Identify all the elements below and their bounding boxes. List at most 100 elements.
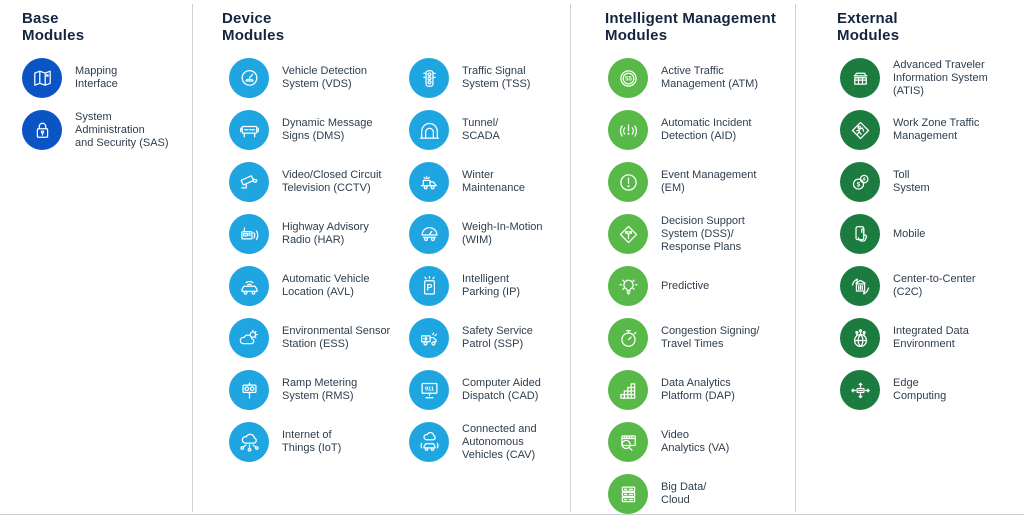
decision-diamond-icon: [608, 214, 648, 254]
module-label: Work Zone Traffic Management: [893, 117, 980, 142]
heading-base-modules: Base Modules: [22, 10, 85, 44]
module-label: Active Traffic Management (ATM): [661, 65, 758, 90]
message-sign-icon: [229, 110, 269, 150]
module-integrated-data-environment: Integrated Data Environment: [840, 312, 1018, 364]
module-label: Center-to-Center (C2C): [893, 273, 976, 298]
module-predictive: Predictive: [608, 260, 792, 312]
module-dms: Dynamic Message Signs (DMS): [229, 104, 405, 156]
module-tss: Traffic Signal System (TSS): [409, 52, 567, 104]
module-cctv: Video/Closed Circuit Television (CCTV): [229, 156, 405, 208]
module-system-administration-security: System Administration and Security (SAS): [22, 104, 188, 156]
module-label: Video Analytics (VA): [661, 429, 730, 454]
module-edge-computing: Edge Computing: [840, 364, 1018, 416]
weigh-scale-icon: [409, 214, 449, 254]
vehicle-detection-gauge-icon: [229, 58, 269, 98]
dispatch-monitor-icon: 911: [409, 370, 449, 410]
module-label: Event Management (EM): [661, 169, 757, 194]
snow-plow-truck-icon: [409, 162, 449, 202]
module-label: Highway Advisory Radio (HAR): [282, 221, 369, 246]
module-aid: Automatic Incident Detection (AID): [608, 104, 792, 156]
svg-text:911: 911: [424, 386, 434, 392]
module-toll-system: ¢ $ Toll System: [840, 156, 1018, 208]
tunnel-icon: [409, 110, 449, 150]
module-label: Dynamic Message Signs (DMS): [282, 117, 373, 142]
module-intelligent-parking: P Intelligent Parking (IP): [409, 260, 567, 312]
module-label: Toll System: [893, 169, 930, 194]
module-label: Internet of Things (IoT): [282, 429, 342, 454]
device-modules-list-1: Vehicle Detection System (VDS) Dynamic M…: [229, 52, 405, 468]
svg-text:P: P: [426, 282, 432, 292]
module-label: System Administration and Security (SAS): [75, 110, 169, 149]
server-stack-icon: [608, 474, 648, 514]
parking-sign-icon: P: [409, 266, 449, 306]
module-label: Decision Support System (DSS)/ Response …: [661, 214, 745, 253]
svg-text:55: 55: [625, 76, 632, 82]
cloud-network-icon: [229, 422, 269, 462]
module-label: Connected and Autonomous Vehicles (CAV): [462, 422, 537, 461]
device-modules-list-2: Traffic Signal System (TSS) Tunnel/ SCAD…: [409, 52, 567, 468]
module-label: Video/Closed Circuit Television (CCTV): [282, 169, 382, 194]
module-ess: Environmental Sensor Station (ESS): [229, 312, 405, 364]
chip-arrows-icon: [840, 370, 880, 410]
ramp-meter-signal-icon: [229, 370, 269, 410]
module-label: Advanced Traveler Information System (AT…: [893, 58, 988, 97]
module-iot: Internet of Things (IoT): [229, 416, 405, 468]
worker-diamond-sign-icon: [840, 110, 880, 150]
cctv-camera-icon: [229, 162, 269, 202]
patrol-truck-icon: [409, 318, 449, 358]
lightbulb-icon: [608, 266, 648, 306]
car-over-sign-icon: [840, 58, 880, 98]
module-video-analytics: Video Analytics (VA): [608, 416, 792, 468]
module-label: Winter Maintenance: [462, 169, 525, 194]
column-divider: [192, 4, 193, 512]
module-label: Automatic Vehicle Location (AVL): [282, 273, 370, 298]
stopwatch-icon: [608, 318, 648, 358]
incident-alert-waves-icon: [608, 110, 648, 150]
building-sync-arrows-icon: [840, 266, 880, 306]
module-winter-maintenance: Winter Maintenance: [409, 156, 567, 208]
svg-text:$: $: [856, 181, 860, 188]
module-atm: 55 Active Traffic Management (ATM): [608, 52, 792, 104]
radio-icon: [229, 214, 269, 254]
module-vds: Vehicle Detection System (VDS): [229, 52, 405, 104]
intelligent-management-modules-list: 55 Active Traffic Management (ATM) Autom…: [608, 52, 792, 520]
heading-intelligent-management-modules: Intelligent Management Modules: [605, 10, 777, 44]
speed-limit-sign-icon: 55: [608, 58, 648, 98]
module-label: Intelligent Parking (IP): [462, 273, 521, 298]
module-rms: Ramp Metering System (RMS): [229, 364, 405, 416]
lock-icon: [22, 110, 62, 150]
external-modules-list: Advanced Traveler Information System (AT…: [840, 52, 1018, 416]
module-har: Highway Advisory Radio (HAR): [229, 208, 405, 260]
module-cav: Connected and Autonomous Vehicles (CAV): [409, 416, 567, 468]
module-label: Integrated Data Environment: [893, 325, 969, 350]
coins-icon: ¢ $: [840, 162, 880, 202]
globe-network-icon: [840, 318, 880, 358]
module-dss: Decision Support System (DSS)/ Response …: [608, 208, 792, 260]
module-label: Predictive: [661, 279, 710, 292]
module-mobile: Mobile: [840, 208, 1018, 260]
heading-device-modules: Device Modules: [222, 10, 285, 44]
module-label: Mobile: [893, 227, 926, 240]
module-work-zone: Work Zone Traffic Management: [840, 104, 1018, 156]
connected-car-cloud-icon: [409, 422, 449, 462]
module-congestion-signing: Congestion Signing/ Travel Times: [608, 312, 792, 364]
film-magnifier-icon: [608, 422, 648, 462]
svg-text:¢: ¢: [862, 177, 865, 183]
exclamation-circle-icon: [608, 162, 648, 202]
module-mapping-interface: Mapping Interface: [22, 52, 188, 104]
module-label: Weigh-In-Motion (WIM): [462, 221, 543, 246]
module-label: Edge Computing: [893, 377, 947, 402]
module-wim: Weigh-In-Motion (WIM): [409, 208, 567, 260]
module-cad: 911 Computer Aided Dispatch (CAD): [409, 364, 567, 416]
map-icon: [22, 58, 62, 98]
sun-cloud-icon: [229, 318, 269, 358]
module-c2c: Center-to-Center (C2C): [840, 260, 1018, 312]
bar-chart-blocks-icon: [608, 370, 648, 410]
module-big-data-cloud: Big Data/ Cloud: [608, 468, 792, 520]
module-atis: Advanced Traveler Information System (AT…: [840, 52, 1018, 104]
module-label: Congestion Signing/ Travel Times: [661, 325, 760, 350]
module-ssp: Safety Service Patrol (SSP): [409, 312, 567, 364]
module-label: Traffic Signal System (TSS): [462, 65, 531, 90]
module-em: Event Management (EM): [608, 156, 792, 208]
